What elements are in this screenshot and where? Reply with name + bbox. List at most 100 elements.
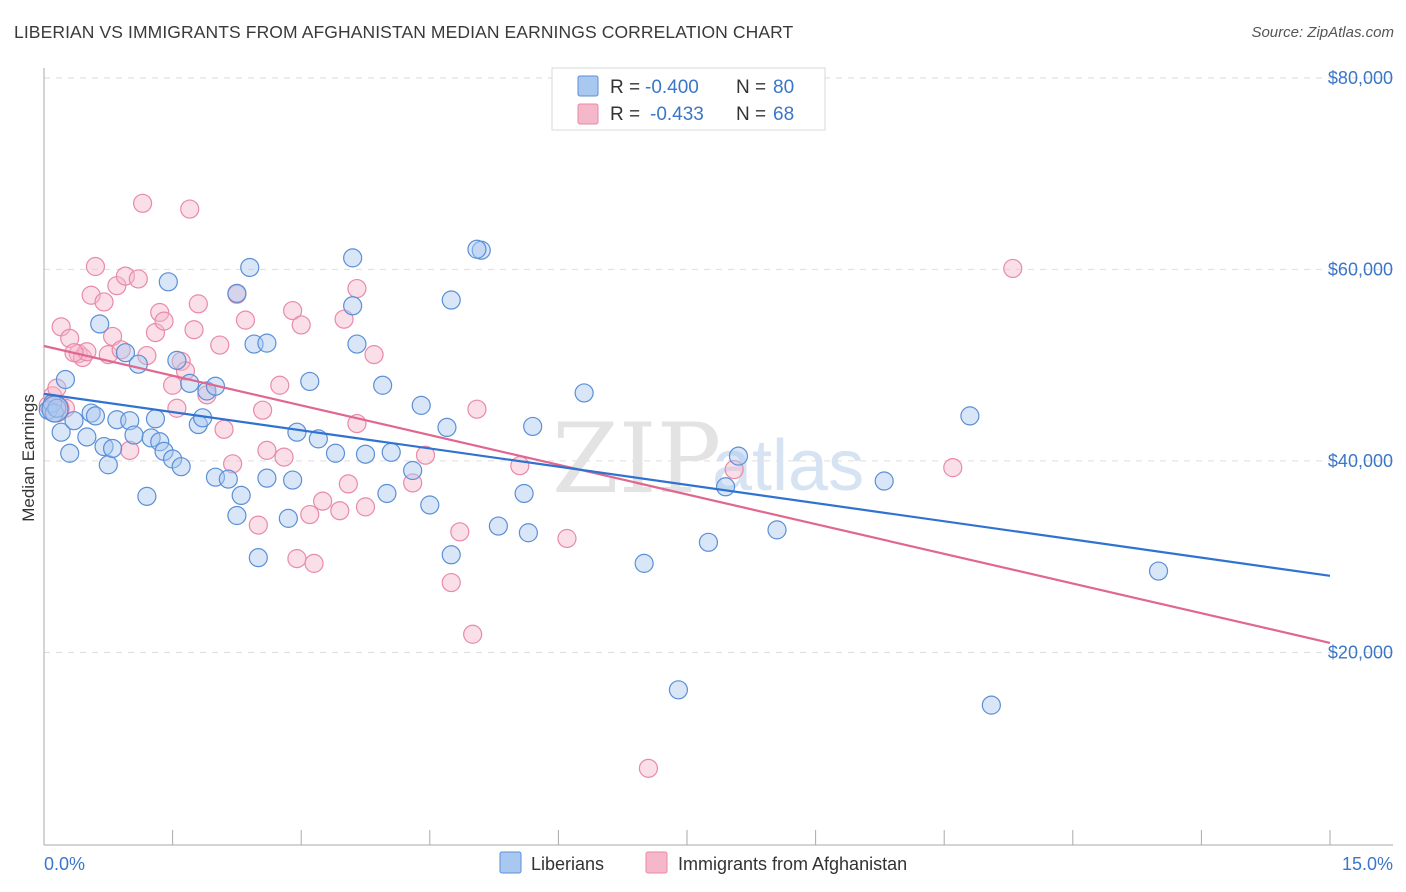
data-point-liberians bbox=[90, 314, 110, 334]
legend-r-value-2: -0.433 bbox=[650, 104, 704, 125]
data-point-afghanistan bbox=[304, 553, 324, 573]
data-point-liberians bbox=[64, 411, 84, 431]
y-tick-label: $60,000 bbox=[1328, 259, 1393, 279]
data-point-afghanistan bbox=[235, 310, 256, 330]
data-point-afghanistan bbox=[338, 474, 358, 494]
trendline-afghanistan bbox=[43, 344, 1331, 644]
data-point-afghanistan bbox=[188, 294, 208, 314]
data-point-liberians bbox=[227, 283, 247, 303]
data-point-afghanistan bbox=[132, 193, 153, 213]
data-point-afghanistan bbox=[557, 528, 577, 549]
data-point-liberians bbox=[180, 373, 200, 393]
data-point-liberians bbox=[145, 409, 166, 429]
data-point-liberians bbox=[167, 350, 187, 370]
data-point-liberians bbox=[257, 468, 277, 488]
data-point-liberians bbox=[403, 460, 423, 481]
data-point-liberians bbox=[287, 422, 307, 442]
data-point-liberians bbox=[257, 333, 277, 353]
data-point-liberians bbox=[467, 239, 487, 259]
trend-lines bbox=[43, 344, 1331, 644]
bottom-legend: Liberians Immigrants from Afghanistan bbox=[499, 851, 907, 874]
y-tick-label: $20,000 bbox=[1328, 642, 1393, 662]
data-point-afghanistan bbox=[313, 491, 333, 511]
data-point-afghanistan bbox=[274, 447, 294, 467]
data-point-afghanistan bbox=[102, 326, 123, 347]
y-tick-labels: $20,000 $40,000 $60,000 $80,000 bbox=[1328, 68, 1393, 663]
x-tick-label-min: 0.0% bbox=[44, 854, 85, 874]
legend-n-label-1: N = bbox=[736, 77, 766, 98]
data-point-liberians bbox=[381, 442, 401, 462]
data-point-liberians bbox=[124, 425, 144, 445]
data-point-liberians bbox=[128, 354, 148, 374]
data-point-afghanistan bbox=[943, 458, 963, 478]
data-point-liberians bbox=[77, 427, 97, 447]
data-cluster-liberians bbox=[41, 395, 69, 423]
data-point-liberians bbox=[115, 343, 136, 363]
data-point-liberians bbox=[1148, 561, 1169, 581]
data-point-liberians bbox=[728, 446, 749, 466]
data-point-liberians bbox=[343, 296, 363, 316]
data-point-liberians bbox=[347, 334, 367, 354]
data-point-liberians bbox=[150, 432, 170, 452]
data-point-liberians bbox=[51, 422, 71, 442]
legend-n-value-2: 68 bbox=[773, 104, 794, 125]
data-point-liberians bbox=[98, 455, 118, 475]
data-point-afghanistan bbox=[154, 311, 174, 331]
data-point-liberians bbox=[300, 371, 320, 392]
data-point-afghanistan bbox=[60, 328, 80, 348]
data-point-liberians bbox=[574, 383, 594, 403]
legend-r-label-2: R = bbox=[610, 104, 640, 125]
data-point-liberians bbox=[668, 680, 689, 700]
data-point-afghanistan bbox=[441, 572, 461, 593]
data-point-afghanistan bbox=[450, 522, 470, 542]
data-point-afghanistan bbox=[415, 445, 436, 465]
data-point-afghanistan bbox=[257, 440, 277, 460]
legend-n-value-1: 80 bbox=[773, 77, 794, 98]
data-point-liberians bbox=[715, 477, 736, 497]
data-point-liberians bbox=[137, 486, 157, 506]
data-point-afghanistan bbox=[1003, 258, 1023, 279]
data-point-afghanistan bbox=[283, 300, 303, 321]
data-point-liberians bbox=[488, 516, 508, 536]
data-point-afghanistan bbox=[128, 269, 148, 289]
x-ticks bbox=[172, 830, 1331, 845]
data-point-liberians bbox=[437, 417, 457, 438]
data-point-afghanistan bbox=[120, 440, 140, 460]
data-point-afghanistan bbox=[85, 256, 106, 277]
data-point-liberians bbox=[218, 469, 238, 489]
chart-title: LIBERIAN VS IMMIGRANTS FROM AFGHANISTAN … bbox=[14, 22, 794, 42]
data-point-afghanistan bbox=[253, 400, 273, 420]
data-point-liberians bbox=[283, 470, 303, 490]
bottom-legend-swatch-afghanistan bbox=[645, 851, 668, 874]
data-point-liberians bbox=[373, 375, 393, 395]
data-point-liberians bbox=[518, 523, 538, 543]
data-point-liberians bbox=[441, 545, 461, 565]
legend-n-label-2: N = bbox=[736, 104, 766, 125]
data-point-afghanistan bbox=[291, 315, 311, 335]
trendline-liberians bbox=[43, 392, 1331, 577]
bottom-legend-swatch-liberians bbox=[499, 851, 522, 874]
data-point-liberians bbox=[85, 406, 106, 426]
data-point-afghanistan bbox=[347, 278, 367, 299]
legend-r-label-1: R = bbox=[610, 77, 640, 98]
y-tick-label: $40,000 bbox=[1328, 451, 1393, 471]
data-point-afghanistan bbox=[184, 320, 204, 340]
data-point-liberians bbox=[55, 369, 76, 390]
data-point-liberians bbox=[240, 257, 260, 278]
data-point-afghanistan bbox=[364, 345, 384, 365]
data-point-liberians bbox=[377, 483, 397, 504]
legend-r-value-1: -0.400 bbox=[645, 77, 699, 98]
data-point-afghanistan bbox=[300, 504, 320, 525]
data-point-liberians bbox=[343, 248, 363, 268]
data-point-liberians bbox=[171, 457, 191, 477]
data-point-liberians bbox=[874, 471, 894, 491]
data-point-afghanistan bbox=[330, 501, 350, 521]
data-point-afghanistan bbox=[248, 515, 268, 535]
data-point-liberians bbox=[60, 443, 80, 463]
series-afghanistan-points bbox=[38, 193, 1023, 778]
data-point-afghanistan bbox=[270, 375, 290, 395]
data-point-liberians bbox=[355, 444, 376, 464]
axes bbox=[43, 68, 1393, 846]
series-liberians-points bbox=[38, 239, 1169, 715]
